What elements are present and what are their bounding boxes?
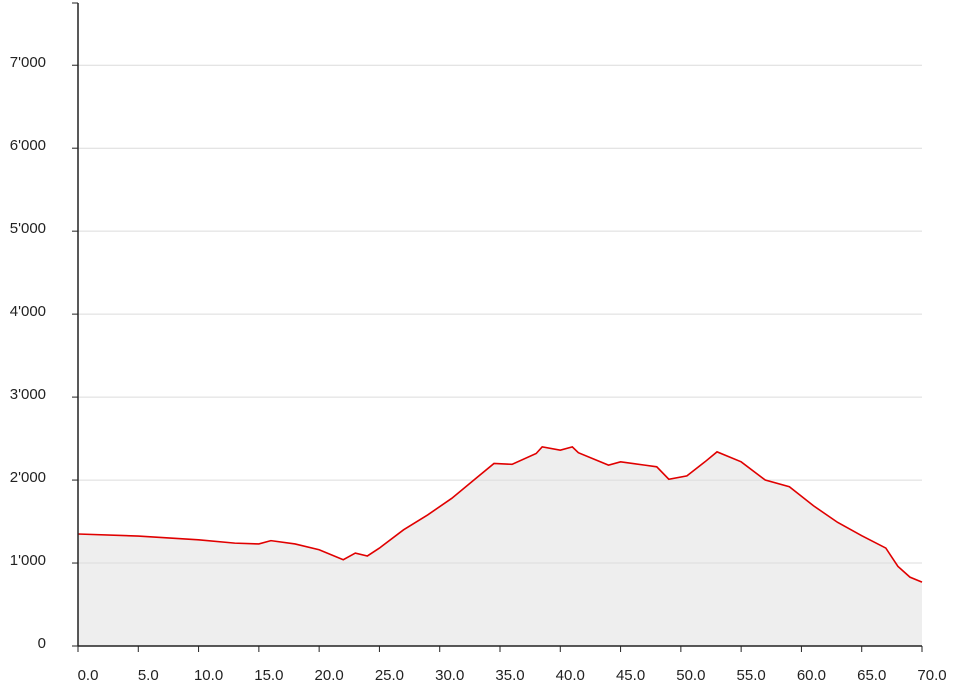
- x-tick-label: 5.0: [138, 667, 159, 684]
- x-tick-label: 70.0: [917, 667, 946, 684]
- y-tick-label: 0: [38, 635, 46, 652]
- x-tick-label: 50.0: [676, 667, 705, 684]
- x-tick-label: 40.0: [556, 667, 585, 684]
- x-tick-label: 60.0: [797, 667, 826, 684]
- x-tick-label: 45.0: [616, 667, 645, 684]
- area-fill: [78, 446, 922, 646]
- elevation-line: [77, 445, 923, 583]
- x-tick-label: 55.0: [737, 667, 766, 684]
- y-tick-label: 5'000: [10, 220, 46, 237]
- y-tick-label: 6'000: [10, 137, 46, 154]
- y-tick-label: 1'000: [10, 552, 46, 569]
- x-tick-label: 30.0: [435, 667, 464, 684]
- x-tick-label: 25.0: [375, 667, 404, 684]
- x-tick-label: 35.0: [495, 667, 524, 684]
- y-tick-label: 7'000: [10, 54, 46, 71]
- x-tick-label: 65.0: [857, 667, 886, 684]
- x-tick-label: 10.0: [194, 667, 223, 684]
- y-tick-label: 2'000: [10, 469, 46, 486]
- x-tick-label: 0.0: [78, 667, 99, 684]
- y-tick-label: 4'000: [10, 303, 46, 320]
- x-tick-label: 20.0: [315, 667, 344, 684]
- x-tick-label: 15.0: [254, 667, 283, 684]
- y-tick-label: 3'000: [10, 386, 46, 403]
